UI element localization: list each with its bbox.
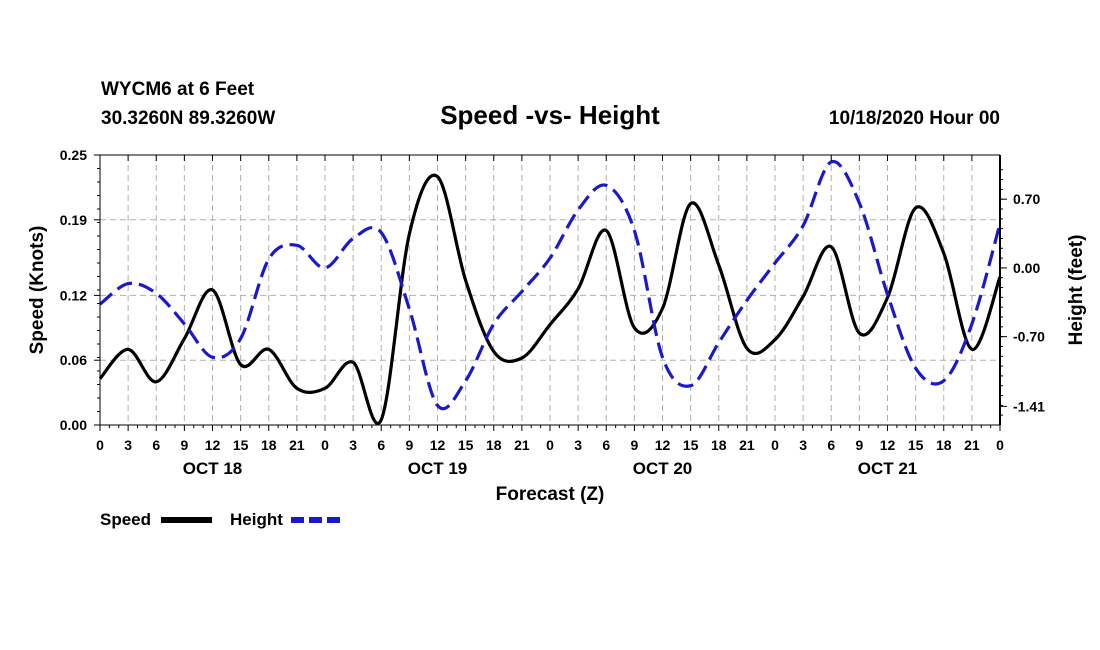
- axes: 0 3 6 9 12 15 18 21 0 3 6 9 12 15 18 21 0 3 6 9 12 15 18 21 0 3 6 9…: [60, 147, 1045, 478]
- plot-series: [98, 160, 1002, 425]
- x-tick-label: 9: [180, 437, 188, 453]
- x-tick-label: 6: [152, 437, 160, 453]
- x-tick-label: 0: [996, 437, 1004, 453]
- x-tick-label: 18: [936, 437, 952, 453]
- x-tick-label: 15: [233, 437, 249, 453]
- y-axis-right-label: Height (feet): [1066, 235, 1087, 346]
- x-tick-label: 21: [514, 437, 530, 453]
- day-label: OCT 20: [633, 459, 693, 478]
- y-left-tick-label: 0.19: [60, 212, 87, 228]
- x-tick-label: 3: [124, 437, 132, 453]
- day-label: OCT 19: [408, 459, 468, 478]
- x-tick-label: 0: [96, 437, 104, 453]
- y-left-tick-label: 0.25: [60, 147, 87, 163]
- x-tick-label: 21: [289, 437, 305, 453]
- y-right-tick-label: 0.70: [1013, 191, 1040, 207]
- x-tick-label: 18: [711, 437, 727, 453]
- y-left-tick-label: 0.06: [60, 352, 87, 368]
- day-label: OCT 21: [858, 459, 918, 478]
- y-right-tick-label: -1.41: [1013, 398, 1045, 414]
- day-label: OCT 18: [183, 459, 243, 478]
- x-tick-label: 21: [964, 437, 980, 453]
- x-tick-label: 9: [630, 437, 638, 453]
- x-tick-label: 12: [430, 437, 446, 453]
- grid: [100, 155, 1000, 425]
- x-tick-label: 12: [205, 437, 221, 453]
- x-tick-label: 18: [486, 437, 502, 453]
- x-tick-label: 12: [880, 437, 896, 453]
- x-tick-label: 9: [855, 437, 863, 453]
- date-label: 10/18/2020 Hour 00: [829, 108, 1000, 129]
- series-line-speed: [98, 173, 1002, 425]
- legend-speed-label: Speed: [100, 510, 151, 529]
- x-tick-label: 21: [739, 437, 755, 453]
- x-tick-label: 3: [799, 437, 807, 453]
- x-tick-label: 15: [458, 437, 474, 453]
- x-tick-label: 0: [546, 437, 554, 453]
- legend-height-label: Height: [230, 510, 283, 529]
- y-left-tick-label: 0.00: [60, 417, 87, 433]
- x-tick-label: 0: [321, 437, 329, 453]
- x-tick-label: 6: [377, 437, 385, 453]
- x-tick-label: 0: [771, 437, 779, 453]
- x-tick-label: 12: [655, 437, 671, 453]
- x-tick-label: 9: [405, 437, 413, 453]
- series-line-height: [98, 160, 1002, 411]
- y-right-tick-label: 0.00: [1013, 260, 1040, 276]
- chart-title: Speed -vs- Height: [440, 100, 660, 130]
- x-tick-label: 6: [827, 437, 835, 453]
- legend: Speed Height: [100, 510, 342, 529]
- station-label: WYCM6 at 6 Feet: [101, 79, 255, 100]
- x-tick-label: 3: [349, 437, 357, 453]
- x-tick-label: 6: [602, 437, 610, 453]
- x-tick-label: 18: [261, 437, 277, 453]
- x-tick-label: 15: [683, 437, 699, 453]
- y-right-tick-label: -0.70: [1013, 329, 1045, 345]
- x-axis-label: Forecast (Z): [496, 484, 605, 505]
- coords-label: 30.3260N 89.3260W: [101, 108, 275, 129]
- x-tick-label: 3: [574, 437, 582, 453]
- y-left-tick-label: 0.12: [60, 287, 87, 303]
- y-axis-left-label: Speed (Knots): [27, 226, 48, 355]
- x-tick-label: 15: [908, 437, 924, 453]
